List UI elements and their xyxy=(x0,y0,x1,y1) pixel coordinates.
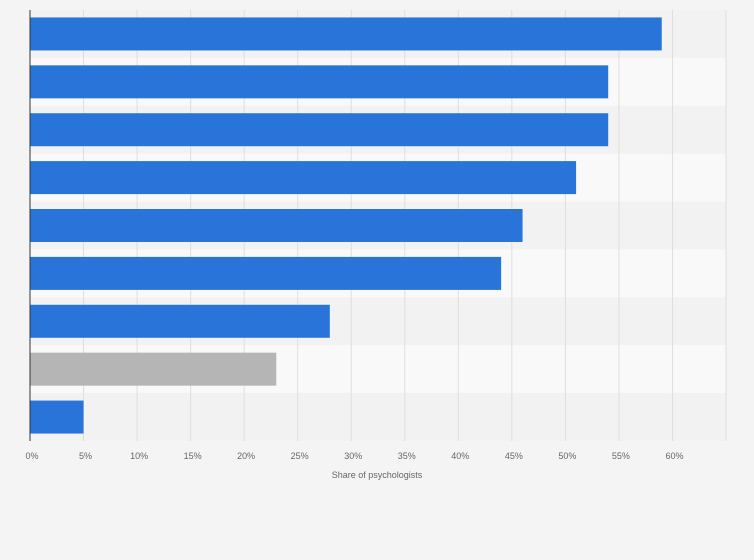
bar xyxy=(30,161,577,195)
x-axis-tick-labels: 0% 5% 10% 15% 20% 25% 30% 35% 40% 45% 50% 55% 60% xyxy=(25,451,683,461)
bar xyxy=(30,400,84,434)
bar xyxy=(30,352,277,386)
x-axis-title: Share of psychologists xyxy=(332,470,423,480)
x-tick-label: 15% xyxy=(184,451,202,461)
x-tick-label: 30% xyxy=(344,451,362,461)
x-tick-label: 25% xyxy=(291,451,309,461)
x-tick-label: 5% xyxy=(79,451,92,461)
bar xyxy=(30,113,609,147)
x-tick-label: 20% xyxy=(237,451,255,461)
bar xyxy=(30,304,330,338)
x-tick-label: 60% xyxy=(665,451,683,461)
bars xyxy=(30,17,662,434)
bar xyxy=(30,209,523,242)
x-tick-label: 35% xyxy=(398,451,416,461)
x-tick-label: 40% xyxy=(451,451,469,461)
bar xyxy=(30,256,502,290)
x-tick-label: 50% xyxy=(558,451,576,461)
x-tick-label: 45% xyxy=(505,451,523,461)
x-tick-label: 10% xyxy=(130,451,148,461)
bar xyxy=(30,65,609,99)
bar xyxy=(30,17,662,51)
x-tick-label: 0% xyxy=(25,451,38,461)
plot-band xyxy=(30,393,726,441)
x-tick-label: 55% xyxy=(612,451,630,461)
